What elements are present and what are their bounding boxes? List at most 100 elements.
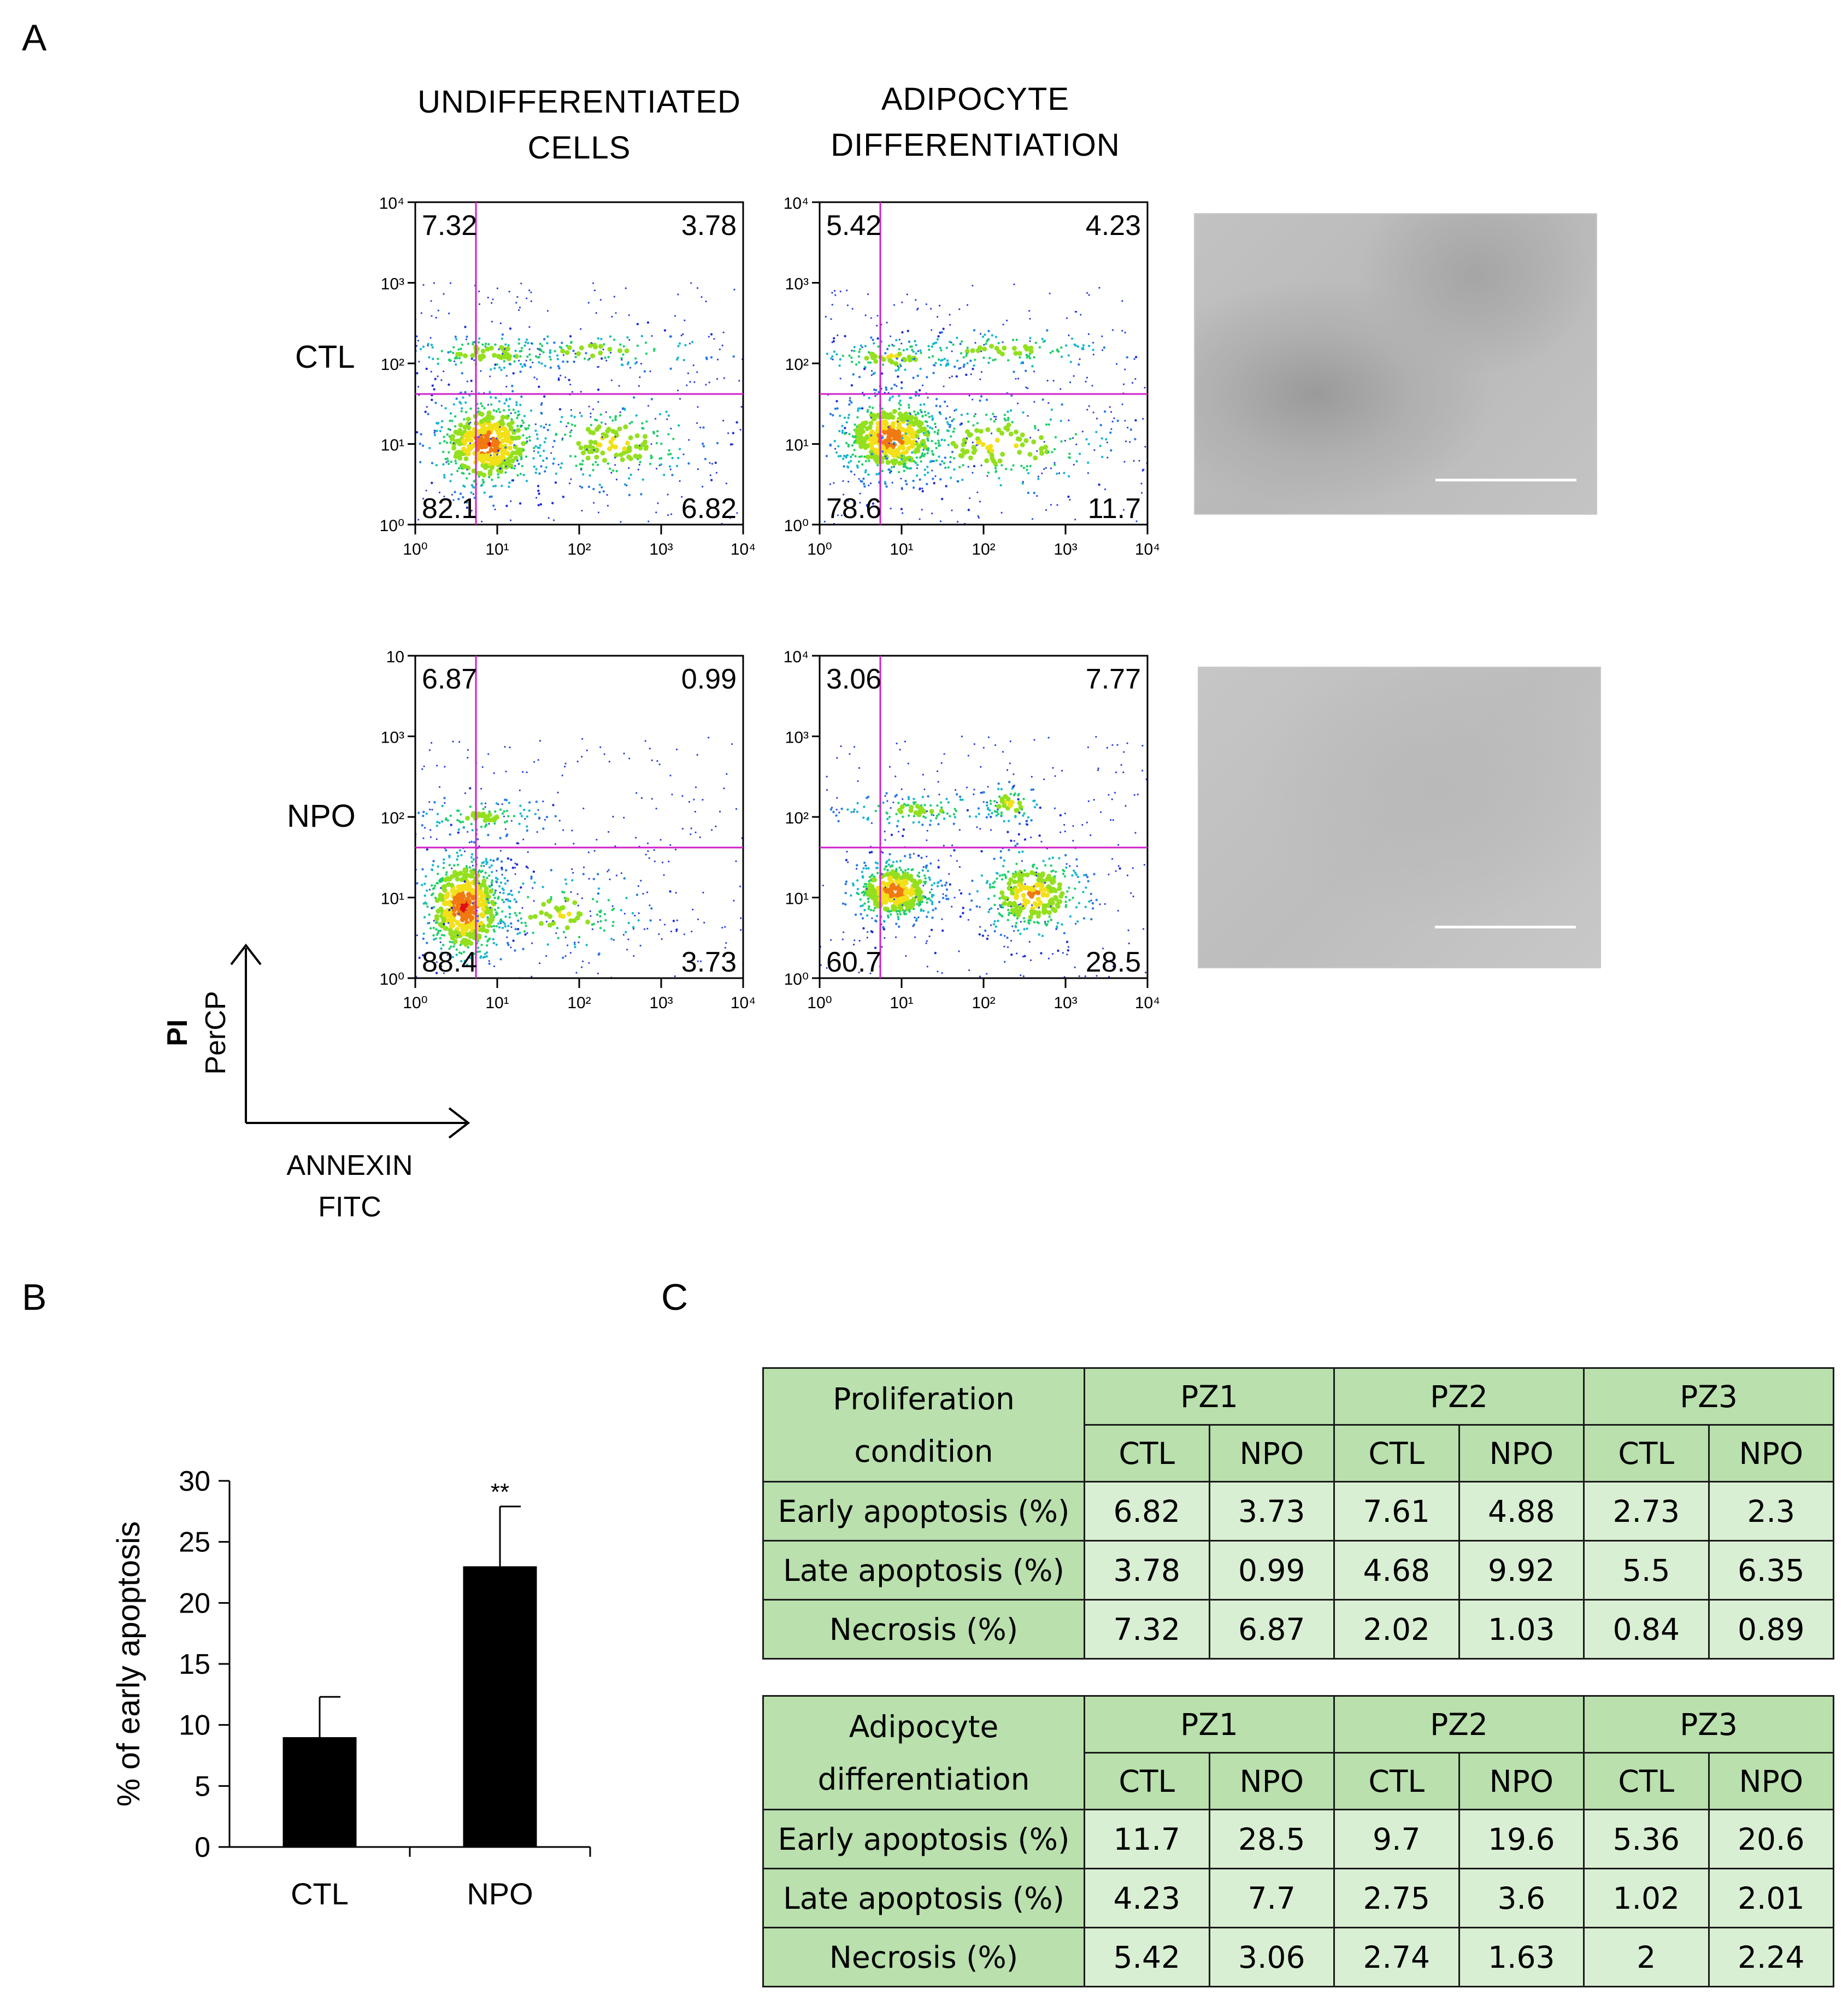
flow-dot xyxy=(862,436,868,442)
flow-dot xyxy=(501,926,504,930)
flow-dot xyxy=(433,388,435,391)
flow-dot xyxy=(958,866,961,868)
flow-dot xyxy=(837,334,839,337)
flow-dot xyxy=(926,940,928,942)
flow-dot xyxy=(1078,975,1080,977)
flow-dot xyxy=(457,456,463,461)
flow-dot xyxy=(933,460,935,463)
flow-dot xyxy=(516,416,519,420)
flow-dot xyxy=(861,346,863,349)
flow-dot xyxy=(909,804,914,810)
flow-dot xyxy=(978,428,984,434)
flow-dot xyxy=(970,348,975,354)
flow-dot xyxy=(428,889,431,891)
flow-dot xyxy=(966,346,969,349)
flow-dot xyxy=(941,358,944,362)
flow-dot xyxy=(941,897,945,899)
flow-dot xyxy=(451,941,454,944)
flow-dot xyxy=(495,925,498,928)
flow-dot xyxy=(477,341,480,344)
flow-dot xyxy=(508,398,511,401)
flow-dot xyxy=(925,896,927,898)
flow-dot xyxy=(908,406,910,409)
flow-dot xyxy=(959,343,962,345)
flow-dot xyxy=(1054,807,1056,809)
table-cell: 4.88 xyxy=(1458,1481,1585,1542)
flow-dot xyxy=(507,942,509,944)
flow-dot xyxy=(501,910,504,913)
flow-dot xyxy=(847,861,849,863)
flow-dot xyxy=(999,850,1002,853)
flow-dot xyxy=(986,973,988,975)
flow-dot xyxy=(942,893,944,895)
flow-dot xyxy=(914,936,916,938)
flow-dot xyxy=(449,412,452,415)
flow-dot xyxy=(979,828,981,830)
flow-dot xyxy=(582,866,585,868)
flow-dot xyxy=(905,804,908,807)
flow-dot xyxy=(623,408,626,411)
flow-dot xyxy=(1086,409,1088,411)
flow-dot xyxy=(437,357,439,360)
flow-dot xyxy=(623,483,627,486)
flow-dot xyxy=(1103,410,1107,413)
flow-dot xyxy=(562,495,565,498)
flow-dot xyxy=(488,810,491,813)
flow-dot xyxy=(969,497,971,499)
flow-dot xyxy=(692,908,694,911)
flow-dot xyxy=(443,476,446,479)
flow-dot xyxy=(1050,905,1052,908)
flow-dot xyxy=(469,805,472,808)
flow-dot xyxy=(560,374,562,377)
flow-dot xyxy=(999,904,1001,906)
flow-dot xyxy=(924,414,927,416)
flow-dot xyxy=(716,358,719,361)
flow-dot xyxy=(1121,330,1123,332)
flow-dot xyxy=(857,407,860,410)
flow-dot xyxy=(493,965,496,968)
flow-dot xyxy=(557,937,560,939)
flow-dot xyxy=(418,361,420,363)
flow-dot xyxy=(581,756,583,758)
flow-dot xyxy=(875,915,879,917)
flow-dot xyxy=(663,923,666,926)
flow-dot xyxy=(421,868,424,870)
flow-dot xyxy=(489,345,494,351)
flow-dot xyxy=(491,302,493,304)
quadrant-lower-right-value: 6.82 xyxy=(681,493,737,525)
flow-dot xyxy=(900,454,903,457)
flow-dot xyxy=(1016,911,1021,917)
flow-dot xyxy=(920,438,926,444)
flow-dot xyxy=(909,413,911,415)
flow-dot xyxy=(979,926,981,928)
flow-dot xyxy=(452,939,458,944)
flow-dot xyxy=(873,388,876,391)
flow-dot xyxy=(740,917,742,919)
flow-dot xyxy=(835,400,838,403)
flow-dot xyxy=(513,429,516,432)
flow-dot xyxy=(520,458,523,461)
flow-dot xyxy=(1029,337,1032,340)
flow-dot xyxy=(1035,803,1038,806)
flow-dot xyxy=(846,289,848,292)
flow-dot xyxy=(540,465,543,468)
flow-dot xyxy=(966,786,968,789)
flow-dot xyxy=(628,493,631,497)
flow-dot xyxy=(939,463,942,466)
flow-dot xyxy=(617,348,622,354)
flow-dot xyxy=(581,463,584,466)
flow-dot xyxy=(854,473,856,476)
flow-dot xyxy=(650,398,654,401)
sub-header: CTL xyxy=(1583,1424,1710,1483)
flow-dot xyxy=(1017,450,1022,455)
flow-dot xyxy=(476,950,479,953)
flow-dot xyxy=(935,404,938,407)
flow-dot xyxy=(1076,920,1079,923)
flow-dot xyxy=(1098,287,1100,289)
flow-dot xyxy=(835,451,838,454)
flow-dot xyxy=(886,869,889,872)
flow-dot xyxy=(1000,451,1005,457)
flow-dot xyxy=(513,444,515,446)
flow-dot xyxy=(517,919,520,922)
flow-dot xyxy=(527,867,529,869)
